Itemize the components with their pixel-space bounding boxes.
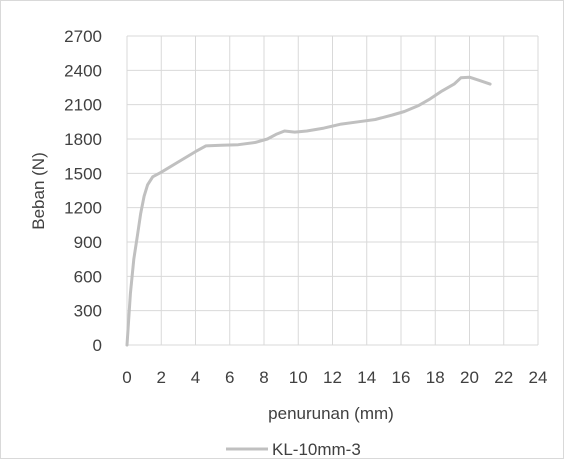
x-tick-label: 20: [460, 368, 479, 387]
x-tick-label: 14: [357, 368, 376, 387]
x-tick-label: 8: [259, 368, 268, 387]
series-line: [125, 75, 492, 347]
x-tick-label: 24: [529, 368, 548, 387]
x-tick-labels: 0 2 4 6 8 10 12 14 16 18 20 22 24: [122, 368, 547, 387]
y-tick-label: 1800: [64, 130, 102, 149]
legend-label: KL-10mm-3: [272, 440, 361, 459]
y-tick-label: 300: [74, 302, 102, 321]
y-tick-label: 1500: [64, 164, 102, 183]
y-tick-label: 2400: [64, 61, 102, 80]
x-tick-label: 16: [392, 368, 411, 387]
y-tick-label: 600: [74, 267, 102, 286]
legend: KL-10mm-3: [226, 440, 361, 459]
y-tick-label: 2100: [64, 96, 102, 115]
x-axis-title: penurunan (mm): [268, 404, 394, 423]
y-tick-label: 1200: [64, 199, 102, 218]
x-tick-label: 2: [157, 368, 166, 387]
series-lines: [125, 75, 492, 347]
x-tick-label: 18: [426, 368, 445, 387]
y-tick-label: 0: [93, 336, 102, 355]
gridlines: [126, 35, 539, 346]
y-axis-title: Beban (N): [29, 152, 48, 229]
x-tick-label: 0: [122, 368, 131, 387]
x-tick-label: 12: [323, 368, 342, 387]
x-tick-label: 22: [494, 368, 513, 387]
x-tick-label: 4: [191, 368, 200, 387]
y-tick-label: 900: [74, 233, 102, 252]
x-tick-label: 10: [289, 368, 308, 387]
y-tick-labels: 0 300 600 900 1200 1500 1800 2100 2400 2700: [64, 27, 102, 355]
y-tick-label: 2700: [64, 27, 102, 46]
x-tick-label: 6: [225, 368, 234, 387]
